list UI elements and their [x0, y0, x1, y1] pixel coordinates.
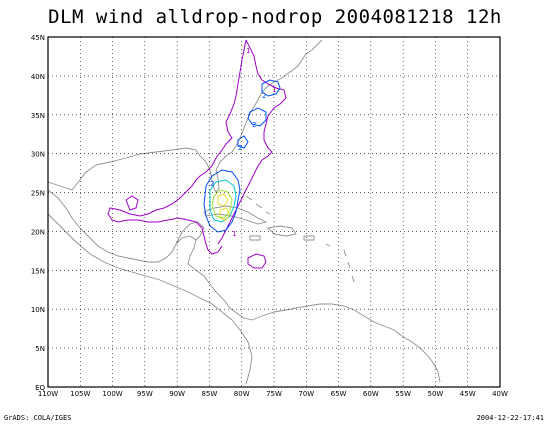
y-tick-label: 25N: [31, 190, 45, 198]
x-tick-label: 55W: [395, 390, 411, 398]
contour-level2-north: [261, 79, 281, 97]
contour-labels: 1 2 1 2 2 1 2: [210, 47, 276, 238]
x-tick-label: 70W: [298, 390, 314, 398]
x-tick-label: 45W: [460, 390, 476, 398]
bahamas-outline: [245, 195, 271, 215]
x-tick-label: 100W: [102, 390, 122, 398]
contour-label: 1: [232, 230, 236, 238]
y-tick-label: 35N: [31, 112, 45, 120]
x-tick-label: 85W: [202, 390, 218, 398]
contour-level1-east: [217, 39, 287, 245]
contour-level1-west: [107, 39, 247, 255]
x-tick-label: 65W: [331, 390, 347, 398]
x-tick-labels: 110W 105W 100W 95W 90W 85W 80W 75W 70W 65W 60W 55W 5…: [38, 390, 508, 398]
lesser-antilles: [325, 243, 355, 283]
y-tick-label: 15N: [31, 267, 45, 275]
x-tick-label: 75W: [266, 390, 282, 398]
yucatan-coastline: [175, 221, 205, 245]
us-coastline: [47, 39, 323, 193]
y-tick-label: 20N: [31, 228, 45, 236]
contour-level4: [211, 189, 233, 219]
puerto-rico-outline: [303, 235, 315, 241]
y-tick-label: 40N: [31, 73, 45, 81]
x-tick-label: 95W: [137, 390, 153, 398]
contour-label: 2: [252, 121, 256, 129]
footer-credit: GrADS: COLA/IGES: [4, 414, 72, 422]
map-title: DLM wind alldrop-nodrop 2004081218 12h: [48, 6, 502, 28]
contour-label: 2: [262, 92, 266, 100]
contour-level2-mid: [247, 107, 267, 127]
contour-level2-south: [203, 169, 241, 233]
coastlines: [47, 39, 441, 385]
x-tick-label: 110W: [38, 390, 58, 398]
contour-level3: [209, 179, 237, 223]
hispaniola-outline: [267, 225, 297, 237]
plot-frame: [47, 36, 501, 388]
x-tick-label: 40W: [492, 390, 508, 398]
south-america-coastline: [251, 303, 441, 383]
footer-timestamp: 2004-12-22-17:41: [476, 414, 544, 422]
contour-level5-b: [219, 207, 231, 221]
contour-level2-small: [237, 135, 249, 149]
mexico-pacific-coast: [47, 213, 233, 321]
y-tick-labels: EQ 5N 10N 15N 20N 25N 30N 35N 40N 45N: [31, 34, 46, 392]
x-tick-label: 50W: [428, 390, 444, 398]
cuba-outline: [203, 205, 268, 225]
south-america-west: [231, 319, 253, 385]
contour-level5-a: [217, 193, 229, 207]
y-tick-label: 10N: [31, 306, 45, 314]
y-tick-label: 45N: [31, 34, 45, 42]
x-tick-label: 90W: [169, 390, 185, 398]
contour-label: 2: [210, 180, 214, 188]
jamaica-outline: [249, 235, 261, 241]
contour-level1-blob: [247, 253, 267, 269]
contour-level1-left: [125, 195, 139, 211]
x-tick-label: 60W: [363, 390, 379, 398]
contours: [107, 39, 287, 269]
x-tick-label: 80W: [234, 390, 250, 398]
y-tick-label: 30N: [31, 151, 45, 159]
y-tick-label: EQ: [35, 384, 45, 392]
contour-label: 2: [238, 144, 242, 152]
grid: [48, 37, 500, 387]
x-tick-label: 105W: [70, 390, 90, 398]
contour-label: 1: [246, 47, 250, 55]
y-tick-label: 5N: [35, 345, 45, 353]
